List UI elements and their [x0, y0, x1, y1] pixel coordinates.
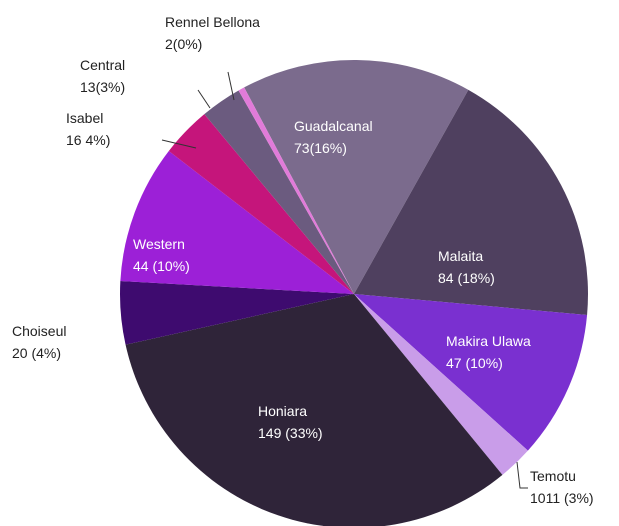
leader-line — [227, 71, 235, 101]
pie-slice — [238, 87, 354, 295]
slice-label: Guadalcanal — [294, 118, 373, 134]
slice-label: Western — [133, 236, 185, 252]
pie-slice — [204, 90, 354, 294]
slice-label: Central — [80, 57, 125, 73]
value-label: 149 (33%) — [258, 425, 323, 441]
value-label: 1011 (3%) — [530, 490, 594, 506]
pie-slice — [244, 60, 469, 294]
value-label: 44 (10%) — [133, 258, 190, 274]
pie-slice — [125, 294, 503, 526]
value-label: 73(16%) — [294, 140, 347, 156]
pie-slice — [354, 89, 588, 315]
pie-slice — [168, 114, 354, 294]
pie-slice — [354, 294, 588, 451]
value-label: 47 (10%) — [446, 355, 503, 371]
labels: Guadalcanal 73(16%) Malaita 84 (18%) Makira … — [12, 14, 594, 506]
slice-label: Choiseul — [12, 323, 66, 339]
slice-label: Malaita — [438, 248, 483, 264]
pie-slice — [120, 150, 354, 294]
value-label: 20 (4%) — [12, 345, 61, 361]
value-label: 16 4%) — [66, 132, 110, 148]
slice-label: Rennel Bellona — [165, 14, 260, 30]
slice-label: Honiara — [258, 403, 307, 419]
value-label: 13(3%) — [80, 79, 125, 95]
slice-label: Temotu — [530, 468, 576, 484]
leader-line — [161, 139, 197, 149]
pie — [120, 60, 588, 526]
pie-slice — [120, 281, 355, 345]
slice-label: Makira Ulawa — [446, 333, 531, 349]
leader-line — [197, 89, 211, 109]
leader-line — [516, 461, 528, 489]
value-label: 2(0%) — [165, 36, 202, 52]
value-label: 84 (18%) — [438, 270, 495, 286]
pie-slice — [354, 294, 528, 475]
slice-label: Isabel — [66, 110, 103, 126]
